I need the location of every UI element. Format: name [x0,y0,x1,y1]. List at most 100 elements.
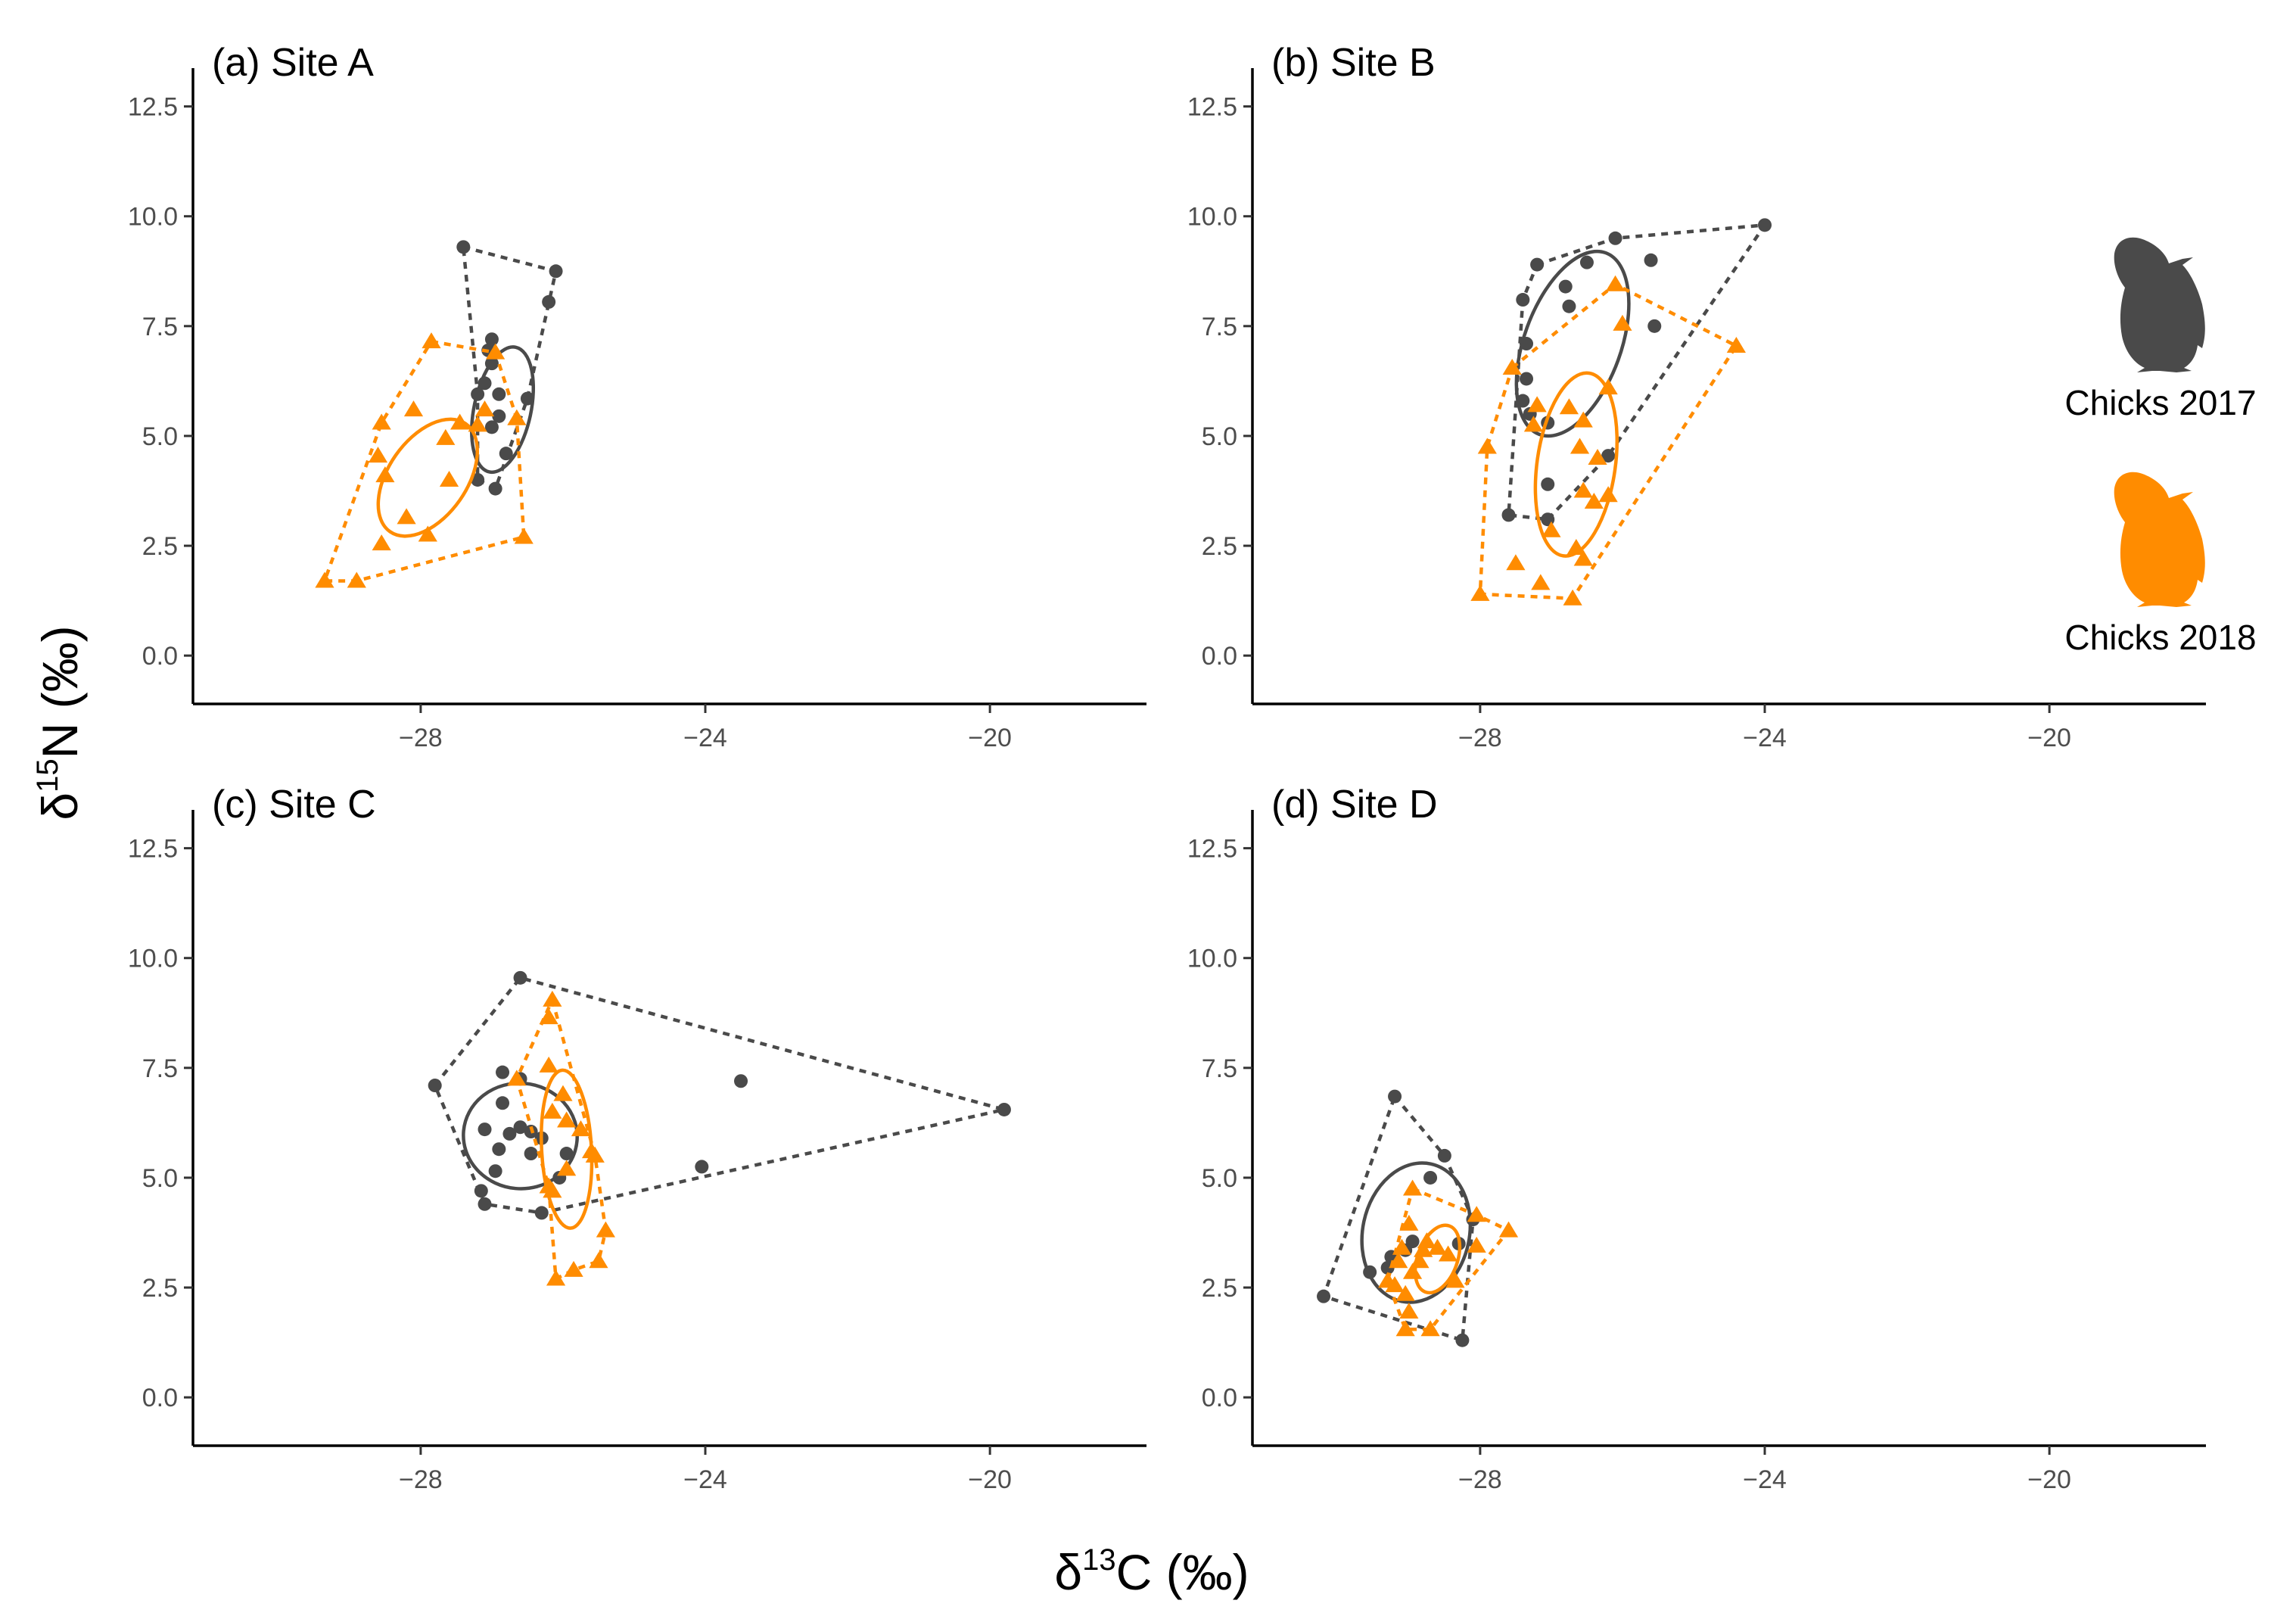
data-point-chicks-2017 [492,1142,506,1157]
data-point-chicks-2017 [1520,337,1534,351]
data-point-chicks-2018 [1477,437,1497,454]
x-axis-title-superscript: 13 [1082,1543,1116,1577]
x-axis-title: δ13C (‰) [1054,1543,1249,1600]
data-point-chicks-2018 [1395,1284,1415,1301]
data-point-chicks-2018 [486,343,506,360]
data-point-chicks-2017 [471,387,485,401]
data-point-chicks-2017 [499,447,513,461]
data-point-chicks-2018 [1445,1272,1465,1288]
standard-ellipse-chicks-2018 [1533,371,1619,558]
y-tick-label: 12.5 [128,93,178,122]
panel-d-site-d: 0.0 2.5 5.0 7.5 10.0 12.5 −28 −24 −20 (d) Site D [1187,783,2206,1494]
panel-title: (c) Site C [212,783,376,827]
data-point-chicks-2017 [1601,449,1616,463]
legend-label-2018: Chicks 2018 [2064,618,2256,657]
convex-hull-chicks-2018 [515,995,608,1281]
data-point-chicks-2018 [571,1120,591,1137]
data-point-chicks-2017 [488,481,502,496]
data-point-chicks-2018 [1470,584,1490,601]
data-point-chicks-2018 [557,1111,577,1128]
panel-title: (b) Site B [1271,41,1436,85]
data-point-chicks-2018 [450,413,470,430]
data-point-chicks-2017 [1437,1148,1451,1163]
standard-ellipse-chicks-2017 [470,345,536,475]
y-tick-label: 7.5 [1202,313,1237,341]
data-point-chicks-2017 [496,1096,510,1110]
data-point-chicks-2018 [564,1260,583,1277]
data-point-chicks-2017 [513,1120,527,1135]
data-point-chicks-2018 [1395,1320,1415,1337]
y-tick-label: 2.5 [1202,532,1237,561]
panel-title: (d) Site D [1271,783,1438,827]
data-point-chicks-2017 [549,264,563,279]
data-point-chicks-2017 [542,294,556,309]
data-point-chicks-2018 [1502,358,1522,375]
data-point-chicks-2018 [1598,486,1618,503]
y-tick-label: 0.0 [142,1384,178,1412]
data-point-chicks-2018 [1498,1221,1519,1238]
data-point-chicks-2017 [513,970,527,985]
data-point-chicks-2018 [368,447,388,463]
data-point-chicks-2018 [1584,493,1604,509]
data-point-chicks-2017 [1516,293,1530,307]
data-point-chicks-2018 [581,1142,602,1159]
x-tick-label: −24 [683,724,727,752]
data-point-chicks-2017 [1579,255,1594,269]
data-point-chicks-2018 [1588,448,1607,465]
data-point-chicks-2017 [1363,1265,1377,1279]
data-point-chicks-2017 [1317,1289,1331,1303]
data-point-chicks-2017 [1541,477,1555,491]
data-point-chicks-2017 [997,1102,1011,1116]
series-chicks-2018 [507,990,615,1286]
penguin-chick-icon [2114,237,2205,372]
data-point-chicks-2018 [1399,1214,1419,1231]
series-chicks-2017 [1501,218,1772,527]
data-point-chicks-2017 [1644,253,1658,267]
data-point-chicks-2018 [596,1221,615,1238]
legend-label-2017: Chicks 2017 [2064,383,2256,422]
y-tick-label: 5.0 [1202,422,1237,451]
data-point-chicks-2018 [1613,314,1632,331]
y-tick-label: 5.0 [142,422,178,451]
data-point-chicks-2017 [488,1164,502,1179]
data-point-chicks-2018 [1427,1238,1448,1255]
data-point-chicks-2017 [1608,231,1622,245]
y-tick-label: 7.5 [142,313,178,341]
data-point-chicks-2018 [1573,411,1593,428]
data-point-chicks-2018 [315,571,334,588]
y-tick-label: 7.5 [142,1054,178,1083]
y-axis-title: δ15N (‰) [31,625,88,820]
y-tick-label: 12.5 [1187,835,1237,864]
x-tick-label: −20 [2027,1465,2071,1494]
x-tick-label: −28 [399,724,443,752]
y-tick-label: 5.0 [142,1164,178,1193]
y-tick-label: 2.5 [142,532,178,561]
standard-ellipse-chicks-2017 [1360,1161,1473,1304]
legend-item-2018: Chicks 2018 [2064,472,2257,657]
data-point-chicks-2018 [418,525,437,542]
data-point-chicks-2017 [734,1074,748,1088]
convex-hull-chicks-2018 [322,339,526,583]
data-point-chicks-2018 [1566,538,1586,555]
series-chicks-2018 [315,332,534,588]
data-point-chicks-2017 [478,1122,492,1137]
data-point-chicks-2017 [1455,1333,1470,1347]
convex-hull-chicks-2017 [1507,223,1769,522]
x-axis-title-delta: δ [1054,1544,1082,1600]
data-point-chicks-2018 [546,1269,566,1286]
data-point-chicks-2017 [496,1065,510,1079]
data-point-chicks-2018 [1726,336,1747,353]
data-point-chicks-2018 [1570,437,1590,454]
data-point-chicks-2017 [456,240,471,254]
data-point-chicks-2017 [534,1206,549,1220]
legend-item-2017: Chicks 2017 [2064,237,2257,422]
panels: 0.02.55.07.510.012.5−28 −24 −20(a) Site A0… [128,41,2206,1494]
data-point-chicks-2018 [539,1056,558,1073]
data-point-chicks-2017 [1501,508,1516,522]
data-point-chicks-2018 [1523,416,1544,432]
panel-c-site-c: 0.0 2.5 5.0 7.5 10.0 12.5 −28 −24 −20 (c) Site C [128,783,1146,1494]
x-tick-label: −20 [968,724,1012,752]
data-point-chicks-2018 [1605,275,1626,291]
data-point-chicks-2018 [1385,1276,1405,1293]
data-point-chicks-2018 [543,1102,562,1119]
